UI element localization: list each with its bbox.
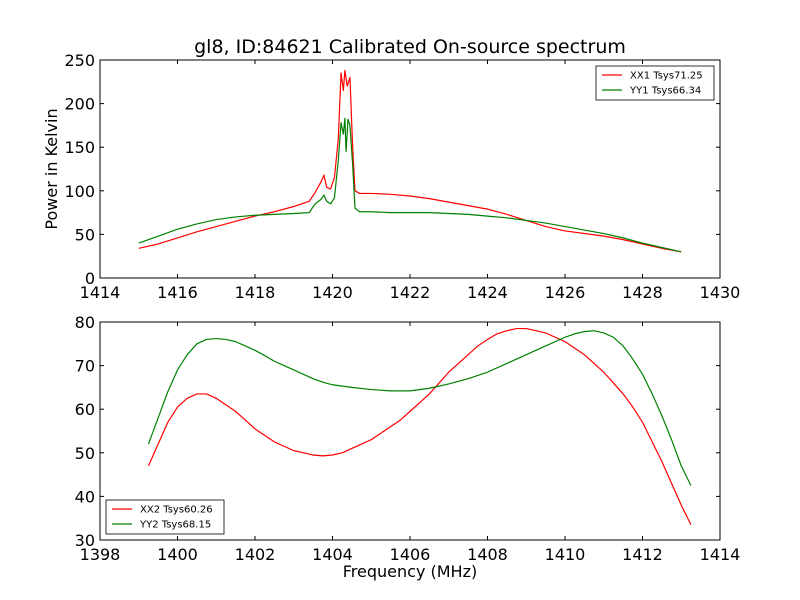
x-tick-label: 1398 xyxy=(80,545,121,564)
x-tick-label: 1430 xyxy=(700,283,741,302)
x-tick-label: 1418 xyxy=(235,283,276,302)
y-tick-label: 40 xyxy=(75,487,95,506)
legend-box xyxy=(595,65,715,101)
x-tick-label: 1416 xyxy=(157,283,198,302)
chart-title: gl8, ID:84621 Calibrated On-source spect… xyxy=(194,36,626,58)
y-tick-label: 60 xyxy=(75,400,95,419)
x-tick-label: 1412 xyxy=(622,545,663,564)
legend: XX1 Tsys71.25 YY1 Tsys66.34 xyxy=(595,65,715,101)
y-tick-label: 50 xyxy=(75,444,95,463)
legend-entry-label: XX2 Tsys60.26 xyxy=(140,505,213,516)
legend-entry-label: YY2 Tsys68.15 xyxy=(139,520,211,531)
x-tick-label: 1420 xyxy=(312,283,353,302)
top-spectrum-panel: 1414 1416 1418 1420 1422 1424 1426 1428 1430 0 50 1… xyxy=(42,51,740,302)
y-tick-label: 150 xyxy=(64,138,95,157)
y-tick-label: 100 xyxy=(64,182,95,201)
x-tick-label: 1404 xyxy=(312,545,353,564)
y-tick-label: 50 xyxy=(75,225,95,244)
x-tick-label: 1424 xyxy=(467,283,508,302)
y-tick-label: 250 xyxy=(64,51,95,70)
y-tick-label: 80 xyxy=(75,313,95,332)
x-tick-label: 1402 xyxy=(235,545,276,564)
series-line-xx1 xyxy=(138,69,682,253)
x-axis-label: Frequency (MHz) xyxy=(343,562,477,581)
legend-entry-label: YY1 Tsys66.34 xyxy=(629,86,701,97)
x-tick-label: 1422 xyxy=(390,283,431,302)
x-tick-label: 1400 xyxy=(157,545,198,564)
series-line-yy1 xyxy=(138,117,682,253)
x-tick-label: 1426 xyxy=(545,283,586,302)
legend-box xyxy=(105,499,225,535)
y-tick-label: 70 xyxy=(75,357,95,376)
legend: XX2 Tsys60.26 YY2 Tsys68.15 xyxy=(105,499,225,535)
x-tick-label: 1408 xyxy=(467,545,508,564)
legend-entry-label: XX1 Tsys71.25 xyxy=(630,71,703,82)
series-line-yy2 xyxy=(147,330,692,486)
y-tick-label: 200 xyxy=(64,95,95,114)
series-line-xx2 xyxy=(147,327,692,526)
bottom-spectrum-panel: 1398 1400 1402 1404 1406 1408 1410 1412 1414 30 40… xyxy=(75,313,741,581)
y-tick-label: 0 xyxy=(85,269,95,288)
x-tick-label: 1414 xyxy=(80,283,121,302)
x-tick-label: 1414 xyxy=(700,545,741,564)
y-tick-label: 30 xyxy=(75,531,95,550)
x-tick-label: 1406 xyxy=(390,545,431,564)
y-axis-label: Power in Kelvin xyxy=(42,108,61,229)
x-tick-label: 1410 xyxy=(545,545,586,564)
x-tick-label: 1428 xyxy=(622,283,663,302)
